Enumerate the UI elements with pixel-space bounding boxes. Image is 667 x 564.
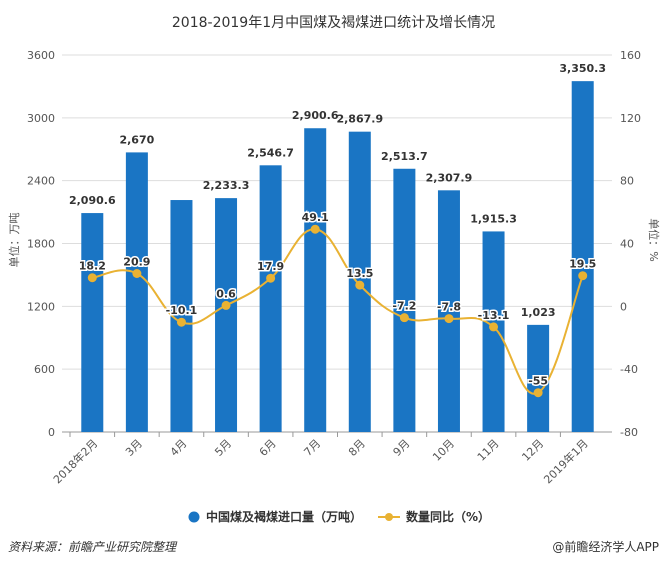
legend-label-bar: 中国煤及褐煤进口量（万吨） — [206, 510, 363, 524]
line-point — [87, 273, 97, 283]
chart-title: 2018-2019年1月中国煤及褐煤进口统计及增长情况 — [171, 15, 496, 31]
line-data-label: -10.1 — [166, 304, 198, 317]
y-right-tick-label: -80 — [620, 426, 638, 439]
y-left-tick-label: 3000 — [27, 112, 55, 125]
bar-data-label: 1,915.3 — [470, 212, 517, 225]
x-tick-label: 10月 — [430, 437, 457, 464]
legend-item-line[interactable]: 数量同比（%） — [378, 508, 490, 525]
bar-data-label: 2,670 — [119, 133, 154, 146]
line-point — [132, 269, 142, 279]
x-tick-label: 6月 — [257, 437, 279, 459]
legend-bar-marker-icon — [188, 511, 200, 522]
bar-data-label: 3,350.3 — [559, 62, 606, 75]
bar — [259, 165, 282, 433]
x-tick-label: 12月 — [519, 437, 546, 464]
y-left-tick-label: 1800 — [27, 238, 55, 251]
bar — [215, 198, 238, 432]
y-left-tick-label: 1200 — [27, 300, 55, 313]
line-point — [489, 322, 499, 332]
y-right-tick-label: -40 — [620, 363, 638, 376]
line-data-label: 20.9 — [123, 256, 150, 269]
credit: @前瞻经济学人APP — [552, 540, 659, 554]
bar — [125, 152, 148, 432]
line-point — [533, 388, 543, 398]
y-right-tick-label: 120 — [620, 112, 641, 125]
line-point — [221, 300, 231, 310]
bar — [437, 190, 460, 432]
y-left-axis-title: 单位：万吨 — [7, 213, 21, 268]
legend-item-bar[interactable]: 中国煤及褐煤进口量（万吨） — [188, 508, 362, 525]
bar — [527, 324, 550, 432]
line-data-label: -13.1 — [478, 309, 510, 322]
legend-line-marker-icon — [378, 512, 400, 521]
y-right-tick-label: 40 — [620, 238, 634, 251]
line-point — [310, 224, 320, 234]
y-right-tick-label: 80 — [620, 175, 634, 188]
line-data-label: 49.1 — [302, 211, 329, 224]
bar-data-label: 2,867.9 — [336, 113, 383, 126]
line-point — [176, 317, 186, 327]
line-data-label: 19.5 — [569, 258, 596, 271]
x-tick-label: 2019年1月 — [541, 436, 591, 486]
line-point — [355, 280, 365, 290]
bar — [81, 213, 104, 432]
x-tick-label: 4月 — [168, 437, 190, 459]
line-data-label: 18.2 — [79, 260, 106, 273]
bar-data-label: 1,023 — [521, 306, 556, 319]
y-left-tick-label: 0 — [48, 426, 55, 439]
line-data-label: 0.6 — [216, 287, 236, 300]
line-point — [444, 314, 454, 324]
bar — [571, 81, 594, 432]
line-point — [578, 271, 588, 281]
bar-data-label: 2,307.9 — [426, 171, 473, 184]
y-right-tick-label: 160 — [620, 49, 641, 62]
bar-data-label: 2,900.6 — [292, 109, 339, 122]
y-right-tick-label: 0 — [620, 300, 627, 313]
y-left-tick-label: 600 — [34, 363, 55, 376]
x-tick-label: 8月 — [346, 437, 368, 459]
y-right-axis-title: 单位：% — [647, 218, 661, 261]
line-data-label: -55 — [528, 375, 548, 388]
line-data-label: 17.9 — [257, 260, 284, 273]
bar-data-label: 2,090.6 — [69, 194, 116, 207]
bar — [482, 231, 505, 432]
x-tick-label: 2018年2月 — [50, 436, 100, 486]
y-left-tick-label: 3600 — [27, 49, 55, 62]
bar-data-label: 2,233.3 — [203, 179, 250, 192]
x-tick-label: 5月 — [212, 437, 234, 459]
source-note: 资料来源：前瞻产业研究院整理 — [8, 540, 177, 554]
bar — [393, 168, 416, 432]
bar-data-label: 2,513.7 — [381, 150, 428, 163]
legend-label-line: 数量同比（%） — [406, 510, 491, 524]
line-data-label: 13.5 — [346, 267, 373, 280]
x-tick-label: 7月 — [301, 437, 323, 459]
line-data-label: -7.8 — [437, 301, 461, 314]
line-data-label: -7.2 — [392, 300, 416, 313]
line-point — [399, 313, 409, 323]
x-tick-label: 11月 — [475, 437, 502, 464]
y-left-tick-label: 2400 — [27, 175, 55, 188]
bar — [170, 200, 193, 432]
line-point — [266, 273, 276, 283]
x-tick-label: 3月 — [123, 437, 145, 459]
x-tick-label: 9月 — [391, 437, 413, 459]
bar-data-label: 2,546.7 — [247, 146, 294, 159]
bar — [304, 128, 327, 432]
